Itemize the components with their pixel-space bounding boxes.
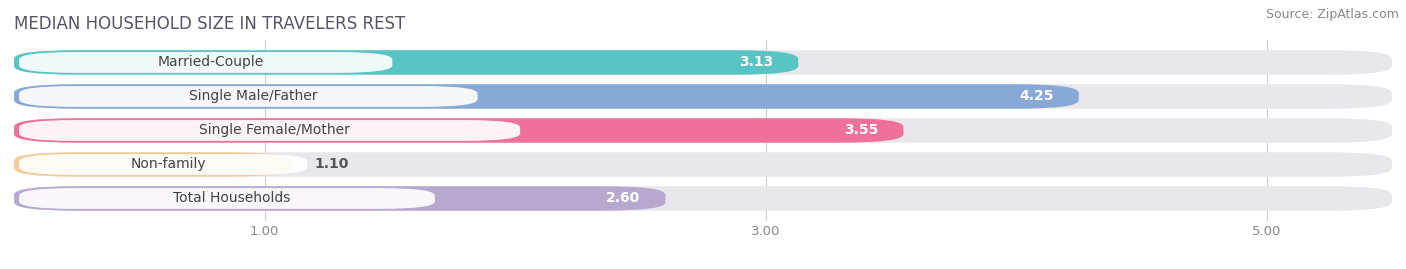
FancyBboxPatch shape bbox=[20, 86, 478, 107]
FancyBboxPatch shape bbox=[14, 186, 665, 211]
Text: 2.60: 2.60 bbox=[606, 192, 640, 206]
Text: 4.25: 4.25 bbox=[1019, 90, 1053, 104]
FancyBboxPatch shape bbox=[14, 152, 1392, 177]
FancyBboxPatch shape bbox=[20, 154, 307, 175]
Text: Non-family: Non-family bbox=[131, 157, 205, 171]
Text: MEDIAN HOUSEHOLD SIZE IN TRAVELERS REST: MEDIAN HOUSEHOLD SIZE IN TRAVELERS REST bbox=[14, 15, 405, 33]
Text: 3.13: 3.13 bbox=[740, 55, 773, 69]
FancyBboxPatch shape bbox=[20, 120, 520, 141]
FancyBboxPatch shape bbox=[14, 118, 904, 143]
Text: Married-Couple: Married-Couple bbox=[157, 55, 264, 69]
Text: Single Female/Mother: Single Female/Mother bbox=[200, 123, 350, 137]
FancyBboxPatch shape bbox=[14, 50, 1392, 75]
Text: Source: ZipAtlas.com: Source: ZipAtlas.com bbox=[1265, 8, 1399, 21]
FancyBboxPatch shape bbox=[14, 84, 1392, 109]
FancyBboxPatch shape bbox=[20, 188, 434, 209]
Text: Single Male/Father: Single Male/Father bbox=[188, 90, 318, 104]
FancyBboxPatch shape bbox=[14, 118, 1392, 143]
Text: Total Households: Total Households bbox=[173, 192, 291, 206]
Text: 3.55: 3.55 bbox=[844, 123, 879, 137]
FancyBboxPatch shape bbox=[14, 152, 290, 177]
FancyBboxPatch shape bbox=[14, 186, 1392, 211]
FancyBboxPatch shape bbox=[20, 52, 392, 73]
FancyBboxPatch shape bbox=[14, 50, 799, 75]
Text: 1.10: 1.10 bbox=[315, 157, 349, 171]
FancyBboxPatch shape bbox=[14, 84, 1078, 109]
